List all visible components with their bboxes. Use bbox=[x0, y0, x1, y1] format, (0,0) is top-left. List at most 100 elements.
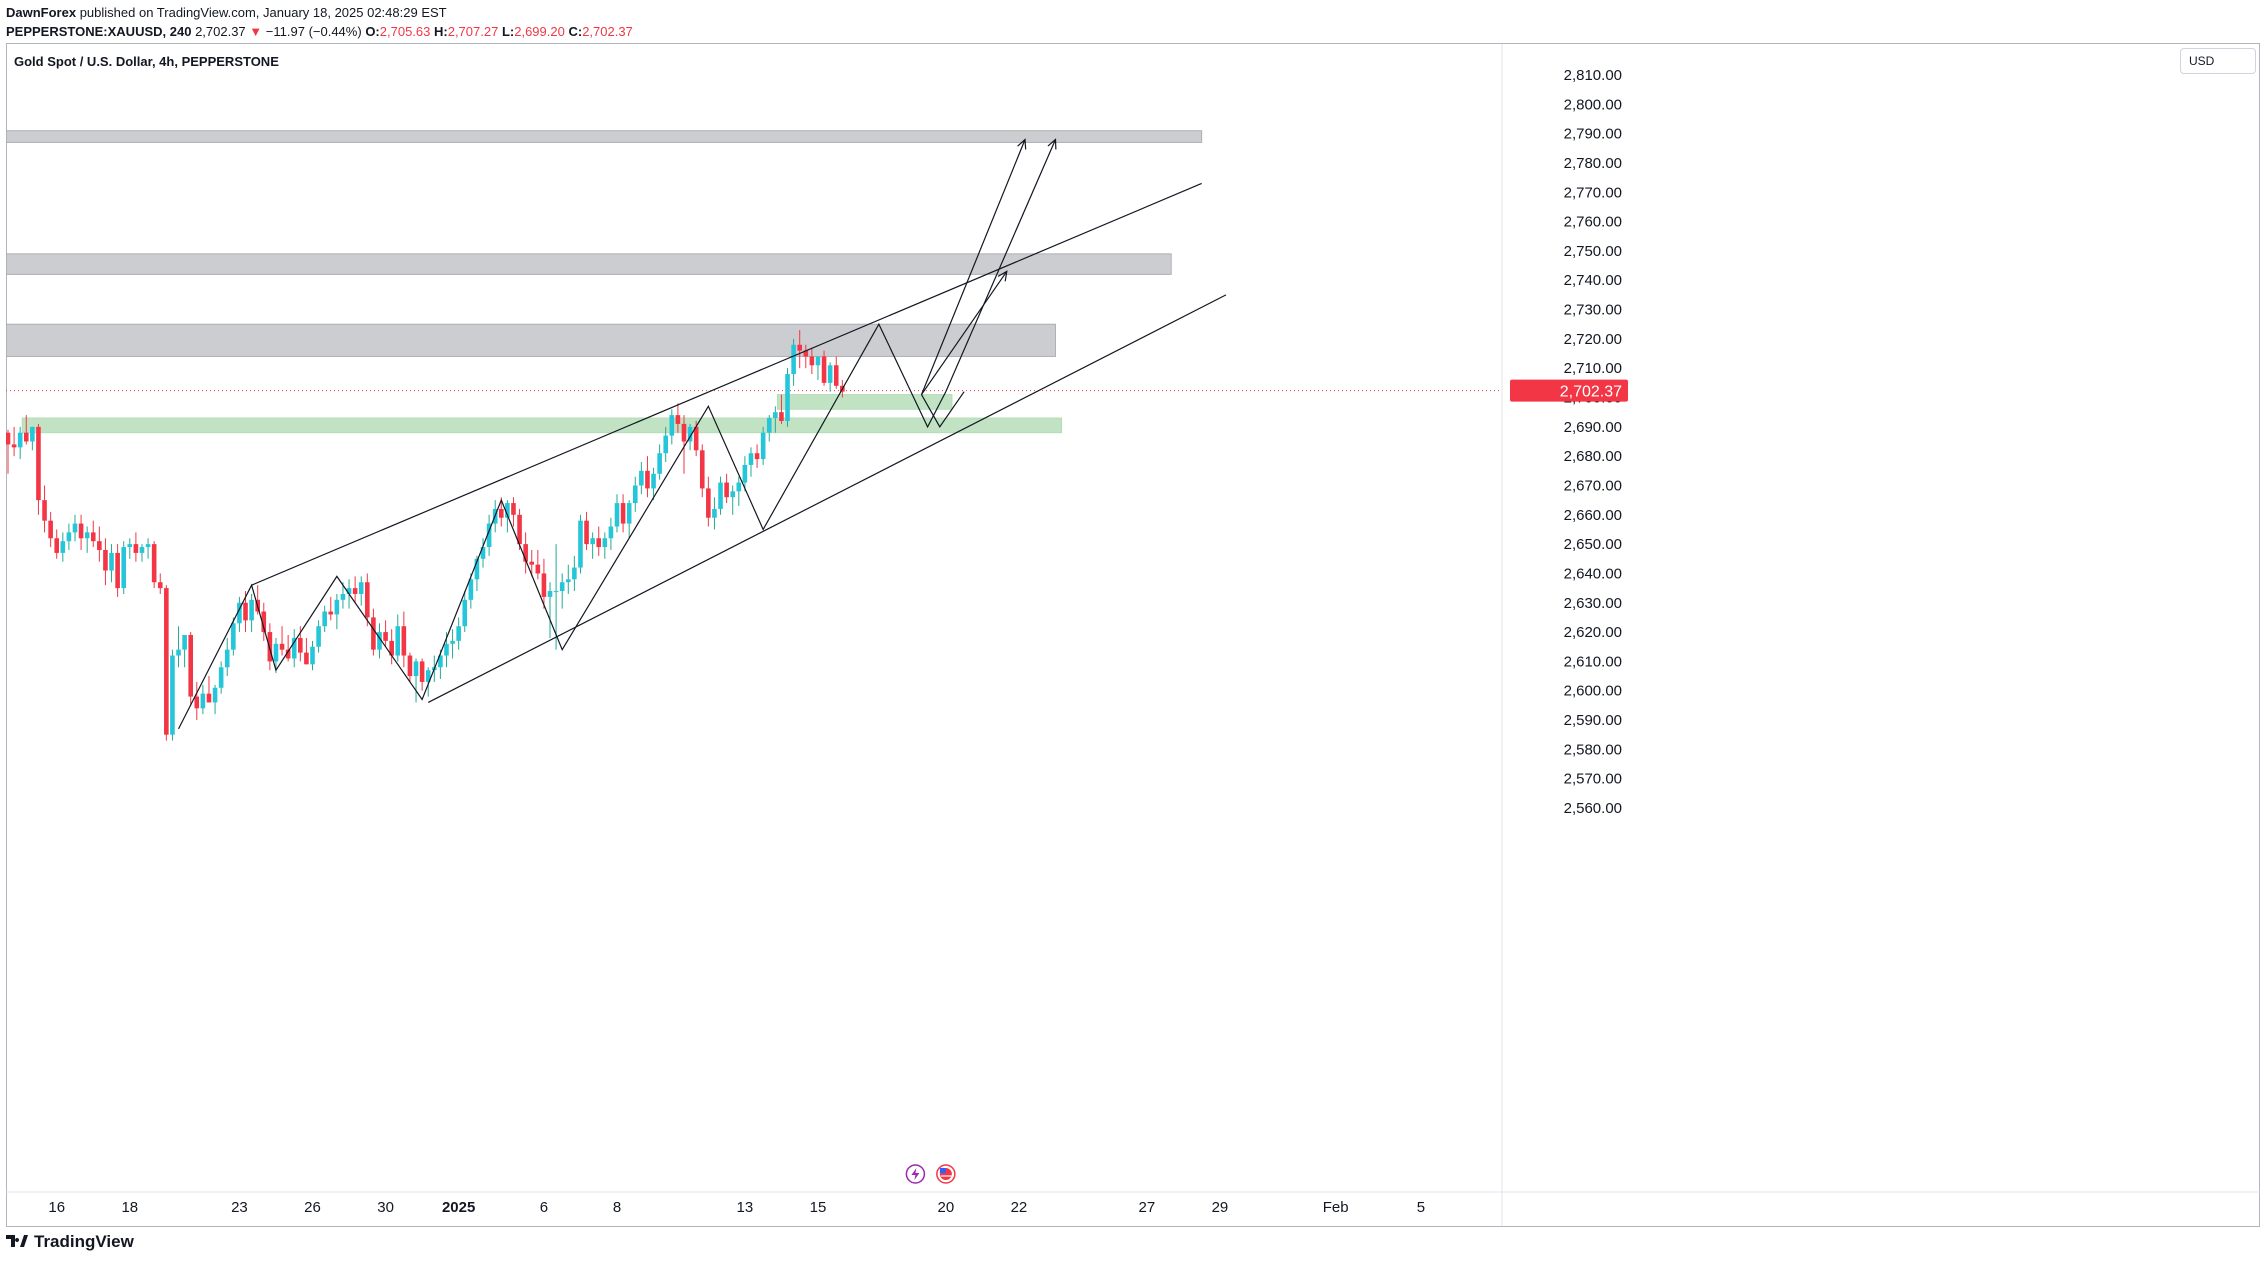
projection-arrowhead-1 bbox=[1017, 138, 1027, 150]
candle-body bbox=[322, 611, 327, 627]
candle-body bbox=[377, 632, 382, 650]
candle bbox=[614, 494, 620, 533]
candle bbox=[285, 635, 291, 662]
candle bbox=[194, 681, 200, 721]
candle bbox=[42, 485, 47, 533]
candle-body bbox=[511, 503, 516, 515]
currency-button[interactable]: USD bbox=[2180, 48, 2256, 74]
candle bbox=[224, 637, 230, 677]
candle-body bbox=[529, 561, 535, 565]
open-value: 2,705.63 bbox=[379, 24, 431, 39]
candle-body bbox=[815, 356, 821, 366]
candle-body bbox=[809, 356, 815, 366]
candle-body bbox=[639, 470, 644, 486]
candle-body bbox=[596, 538, 602, 548]
candle bbox=[699, 444, 705, 498]
candle-body bbox=[23, 432, 29, 442]
candle-body bbox=[139, 547, 145, 553]
candle bbox=[407, 652, 413, 682]
zone-resistance-1 bbox=[6, 253, 1172, 275]
candle-body bbox=[121, 547, 127, 589]
candle bbox=[206, 676, 212, 703]
projection-arrowhead-0 bbox=[997, 270, 1008, 282]
candle bbox=[316, 620, 321, 653]
time-axis-tick: 5 bbox=[1417, 1199, 1425, 1216]
candle bbox=[486, 514, 492, 556]
candle bbox=[766, 415, 772, 442]
candle-body bbox=[72, 523, 78, 533]
time-axis-tick: 26 bbox=[304, 1199, 321, 1216]
candle-body bbox=[718, 482, 723, 509]
candle bbox=[322, 605, 327, 633]
candle-body bbox=[151, 544, 157, 583]
candle-body bbox=[133, 544, 139, 553]
candle bbox=[620, 494, 626, 533]
candle bbox=[413, 658, 419, 703]
candle bbox=[23, 415, 29, 445]
candle bbox=[188, 632, 193, 706]
candle bbox=[395, 614, 401, 662]
candle-body bbox=[11, 444, 17, 448]
candle bbox=[517, 508, 522, 550]
candle-body bbox=[145, 544, 151, 548]
candle-body bbox=[340, 593, 346, 600]
candle bbox=[176, 626, 181, 668]
candle-body bbox=[42, 500, 47, 521]
candle-body bbox=[316, 626, 321, 647]
candle bbox=[498, 497, 504, 527]
candle bbox=[200, 684, 206, 715]
candle-body bbox=[468, 579, 474, 600]
candle-body bbox=[413, 661, 419, 677]
candle-body bbox=[54, 538, 60, 553]
candle bbox=[535, 549, 541, 580]
candle-body bbox=[358, 582, 364, 594]
candle bbox=[779, 394, 784, 424]
publish-info: published on TradingView.com, January 18… bbox=[79, 5, 447, 20]
price-axis-tick: 2,800.00 bbox=[1564, 96, 1622, 113]
candle bbox=[109, 544, 114, 583]
candle-body bbox=[608, 526, 614, 539]
price-axis-tick: 2,770.00 bbox=[1564, 184, 1622, 201]
candle bbox=[36, 423, 41, 515]
candle-body bbox=[194, 696, 200, 709]
candle-body bbox=[474, 558, 480, 580]
candle bbox=[809, 347, 815, 375]
candle-body bbox=[352, 588, 358, 594]
candle-body bbox=[663, 435, 669, 454]
channel-line-0 bbox=[251, 182, 1202, 586]
candle-body bbox=[401, 626, 407, 656]
candle-body bbox=[328, 611, 334, 615]
publisher-name[interactable]: DawnForex bbox=[6, 5, 77, 20]
projection-path-2 bbox=[945, 139, 1057, 392]
candle-body bbox=[523, 544, 528, 562]
candle bbox=[730, 485, 736, 515]
candle-body bbox=[669, 415, 675, 436]
candle bbox=[718, 476, 723, 515]
price-axis-tick: 2,570.00 bbox=[1564, 771, 1622, 788]
candle bbox=[383, 620, 388, 647]
candle-body bbox=[602, 538, 608, 548]
candle bbox=[511, 497, 516, 527]
candle-body bbox=[103, 549, 108, 571]
candle bbox=[529, 549, 535, 577]
candle-body bbox=[742, 464, 748, 483]
candle-body bbox=[632, 485, 638, 504]
price-axis-tick: 2,650.00 bbox=[1564, 536, 1622, 553]
candle bbox=[267, 623, 273, 671]
candle-body bbox=[66, 532, 72, 542]
price-axis-tick: 2,710.00 bbox=[1564, 360, 1622, 377]
candle-body bbox=[657, 453, 662, 474]
candle bbox=[596, 526, 602, 556]
down-arrow-icon: ▼ bbox=[249, 24, 263, 39]
candle bbox=[6, 429, 11, 474]
candle bbox=[54, 529, 60, 559]
candle bbox=[151, 541, 157, 589]
tradingview-footer[interactable]: TradingView bbox=[6, 1232, 134, 1252]
candle bbox=[377, 623, 382, 659]
candle-body bbox=[760, 432, 766, 460]
candle bbox=[78, 514, 84, 550]
candle bbox=[371, 608, 376, 656]
candle-body bbox=[797, 344, 802, 351]
candle bbox=[218, 661, 224, 694]
